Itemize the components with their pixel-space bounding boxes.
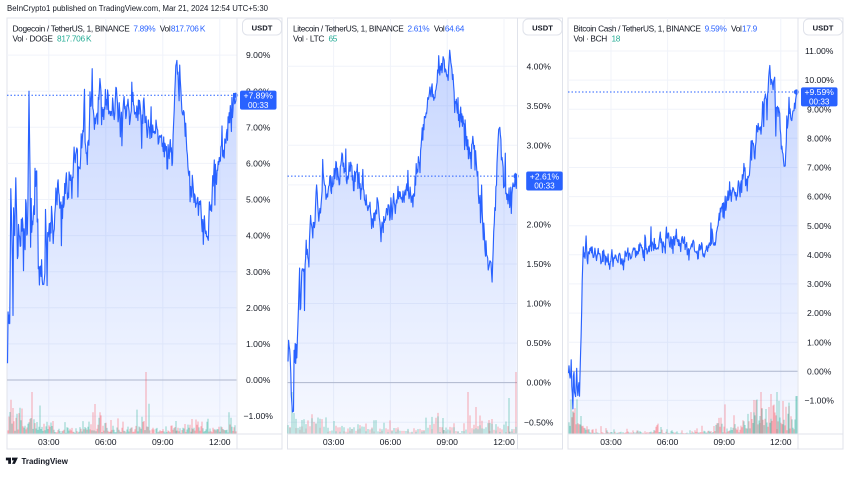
svg-text:09:00: 09:00 — [436, 437, 458, 447]
svg-text:12:00: 12:00 — [770, 437, 792, 447]
svg-text:−1.00%: −1.00% — [244, 411, 274, 421]
svg-text:2.00%: 2.00% — [807, 308, 832, 318]
svg-text:9.00%: 9.00% — [246, 50, 271, 60]
svg-text:TradingView: TradingView — [22, 457, 69, 466]
svg-text:00:33: 00:33 — [534, 182, 555, 191]
svg-text:BeInCrypto1 published on Tradi: BeInCrypto1 published on TradingView.com… — [7, 4, 269, 13]
svg-text:6.00%: 6.00% — [807, 192, 832, 202]
svg-text:Dogecoin / TetherUS, 1, BINANC: Dogecoin / TetherUS, 1, BINANCE 7.89% Vol8… — [13, 24, 206, 34]
svg-text:0.00%: 0.00% — [807, 366, 832, 376]
svg-text:0.00%: 0.00% — [527, 378, 552, 388]
svg-text:7.00%: 7.00% — [807, 163, 832, 173]
svg-text:12:00: 12:00 — [209, 437, 231, 447]
svg-text:3.00%: 3.00% — [527, 140, 552, 150]
svg-text:Bitcoin Cash / TetherUS, 1, BI: Bitcoin Cash / TetherUS, 1, BINANCE 9.59%… — [574, 24, 758, 34]
svg-text:10.00%: 10.00% — [805, 75, 835, 85]
svg-text:1.00%: 1.00% — [246, 339, 271, 349]
svg-text:9.00%: 9.00% — [807, 104, 832, 114]
svg-text:5.00%: 5.00% — [246, 195, 271, 205]
svg-text:USDT: USDT — [532, 24, 553, 33]
svg-text:4.00%: 4.00% — [246, 231, 271, 241]
svg-text:06:00: 06:00 — [657, 437, 679, 447]
svg-text:06:00: 06:00 — [380, 437, 402, 447]
svg-text:11.00%: 11.00% — [805, 46, 834, 56]
svg-text:2.00%: 2.00% — [527, 220, 552, 230]
svg-text:+7.89%: +7.89% — [244, 90, 274, 100]
svg-text:00:33: 00:33 — [809, 98, 830, 107]
svg-text:USDT: USDT — [252, 24, 273, 33]
svg-text:USDT: USDT — [813, 24, 834, 33]
svg-text:+9.59%: +9.59% — [805, 87, 835, 97]
svg-text:2.00%: 2.00% — [246, 303, 271, 313]
svg-text:12:00: 12:00 — [493, 437, 515, 447]
svg-text:5.00%: 5.00% — [807, 221, 832, 231]
svg-text:4.00%: 4.00% — [527, 61, 552, 71]
svg-text:3.00%: 3.00% — [246, 267, 271, 277]
svg-text:7.00%: 7.00% — [246, 122, 271, 132]
svg-text:03:00: 03:00 — [600, 437, 622, 447]
svg-text:0.50%: 0.50% — [527, 338, 552, 348]
svg-text:−1.00%: −1.00% — [805, 396, 835, 406]
svg-text:+2.61%: +2.61% — [530, 171, 560, 181]
svg-text:03:00: 03:00 — [323, 437, 345, 447]
svg-text:8.00%: 8.00% — [807, 133, 832, 143]
svg-text:1.50%: 1.50% — [527, 259, 552, 269]
svg-text:4.00%: 4.00% — [807, 250, 832, 260]
svg-text:09:00: 09:00 — [152, 437, 174, 447]
svg-text:3.00%: 3.00% — [807, 279, 832, 289]
svg-text:6.00%: 6.00% — [246, 159, 271, 169]
svg-text:03:00: 03:00 — [38, 437, 60, 447]
svg-text:00:33: 00:33 — [248, 101, 269, 110]
svg-text:1.00%: 1.00% — [807, 337, 832, 347]
svg-text:06:00: 06:00 — [95, 437, 117, 447]
svg-text:3.50%: 3.50% — [527, 101, 552, 111]
svg-text:1.00%: 1.00% — [527, 299, 552, 309]
svg-text:−0.50%: −0.50% — [524, 417, 554, 427]
svg-text:0.00%: 0.00% — [246, 375, 271, 385]
svg-text:Litecoin / TetherUS, 1, BINANC: Litecoin / TetherUS, 1, BINANCE 2.61% Vol6… — [293, 24, 465, 34]
svg-text:09:00: 09:00 — [713, 437, 735, 447]
